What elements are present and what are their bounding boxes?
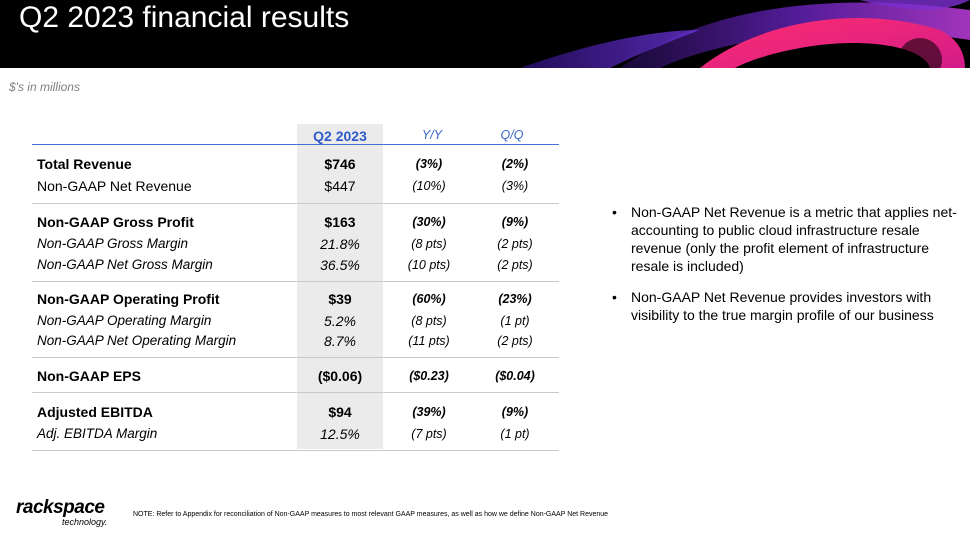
- row-qq-eps: ($0.04): [495, 369, 535, 383]
- row-value-net-revenue: $447: [324, 178, 356, 194]
- row-label-ebitda-margin: Adj. EBITDA Margin: [37, 426, 158, 441]
- logo-wordmark: rackspace: [16, 497, 105, 518]
- row-label-net-revenue: Non-GAAP Net Revenue: [37, 178, 192, 194]
- row-qq-total-revenue: (2%): [501, 157, 529, 171]
- column-header-qq: Q/Q: [500, 128, 524, 142]
- row-yy-total-revenue: (3%): [415, 157, 443, 171]
- row-label-eps: Non-GAAP EPS: [37, 368, 141, 384]
- row-yy-gross-profit: (30%): [412, 215, 446, 229]
- row-value-operating-margin: 5.2%: [324, 313, 356, 329]
- row-yy-ebitda-margin: (7 pts): [411, 427, 447, 441]
- row-qq-net-operating-margin: (2 pts): [497, 334, 533, 348]
- logo-subtext: technology.: [62, 517, 108, 527]
- banner-swoosh-graphic: [0, 0, 970, 68]
- bullet-icon: •: [612, 204, 617, 220]
- row-value-total-revenue: $746: [324, 156, 356, 172]
- row-label-net-operating-margin: Non-GAAP Net Operating Margin: [37, 333, 237, 348]
- row-label-adjusted-ebitda: Adjusted EBITDA: [37, 404, 153, 420]
- row-value-gross-margin: 21.8%: [320, 236, 360, 252]
- row-qq-net-revenue: (3%): [501, 179, 529, 193]
- row-yy-operating-profit: (60%): [412, 292, 446, 306]
- row-value-eps: ($0.06): [317, 368, 363, 384]
- bullet-item: • Non-GAAP Net Revenue is a metric that …: [612, 203, 957, 275]
- bullet-item: • Non-GAAP Net Revenue provides investor…: [612, 288, 957, 324]
- row-label-net-gross-margin: Non-GAAP Net Gross Margin: [37, 257, 213, 272]
- row-value-ebitda-margin: 12.5%: [320, 426, 360, 442]
- q2-column-shading: [297, 124, 383, 449]
- row-qq-ebitda-margin: (1 pt): [500, 427, 530, 441]
- row-yy-gross-margin: (8 pts): [411, 237, 447, 251]
- row-yy-net-revenue: (10%): [412, 179, 446, 193]
- group-divider: [32, 281, 559, 282]
- row-qq-net-gross-margin: (2 pts): [497, 258, 533, 272]
- table-bottom-rule: [32, 450, 559, 451]
- row-qq-operating-margin: (1 pt): [500, 314, 530, 328]
- row-qq-operating-profit: (23%): [498, 292, 532, 306]
- row-yy-adjusted-ebitda: (39%): [412, 405, 446, 419]
- column-header-yy: Y/Y: [421, 128, 443, 142]
- header-rule: [32, 144, 559, 145]
- units-note: $'s in millions: [9, 80, 80, 94]
- bullet-text: Non-GAAP Net Revenue provides investors …: [631, 289, 934, 323]
- row-label-total-revenue: Total Revenue: [37, 156, 132, 172]
- column-header-q2-2023: Q2 2023: [313, 128, 367, 144]
- row-qq-adjusted-ebitda: (9%): [501, 405, 529, 419]
- row-qq-gross-margin: (2 pts): [497, 237, 533, 251]
- row-label-gross-profit: Non-GAAP Gross Profit: [37, 214, 194, 230]
- row-value-gross-profit: $163: [324, 214, 356, 230]
- group-divider: [32, 357, 559, 358]
- row-value-operating-profit: $39: [328, 291, 352, 307]
- footnote: NOTE: Refer to Appendix for reconciliati…: [133, 511, 609, 518]
- rackspace-logo: rackspace technology.: [16, 497, 107, 528]
- row-label-operating-margin: Non-GAAP Operating Margin: [37, 313, 212, 328]
- row-label-operating-profit: Non-GAAP Operating Profit: [37, 291, 220, 307]
- row-yy-operating-margin: (8 pts): [411, 314, 447, 328]
- page-title: Q2 2023 financial results: [19, 1, 350, 34]
- bullet-icon: •: [612, 289, 617, 305]
- row-value-net-operating-margin: 8.7%: [324, 333, 356, 349]
- group-divider: [32, 203, 559, 204]
- row-label-gross-margin: Non-GAAP Gross Margin: [37, 236, 189, 251]
- financial-results-table: Q2 2023 Y/Y Q/Q Total Revenue $746 (3%) …: [32, 124, 559, 451]
- row-value-net-gross-margin: 36.5%: [320, 257, 360, 273]
- row-qq-gross-profit: (9%): [501, 215, 529, 229]
- group-divider: [32, 392, 559, 393]
- row-value-adjusted-ebitda: $94: [328, 404, 352, 420]
- row-yy-net-gross-margin: (10 pts): [407, 258, 451, 272]
- row-yy-net-operating-margin: (11 pts): [408, 334, 450, 348]
- commentary-bullets: • Non-GAAP Net Revenue is a metric that …: [612, 203, 957, 337]
- bullet-text: Non-GAAP Net Revenue is a metric that ap…: [631, 204, 957, 274]
- row-yy-eps: ($0.23): [409, 369, 449, 383]
- title-banner: Q2 2023 financial results: [0, 0, 970, 68]
